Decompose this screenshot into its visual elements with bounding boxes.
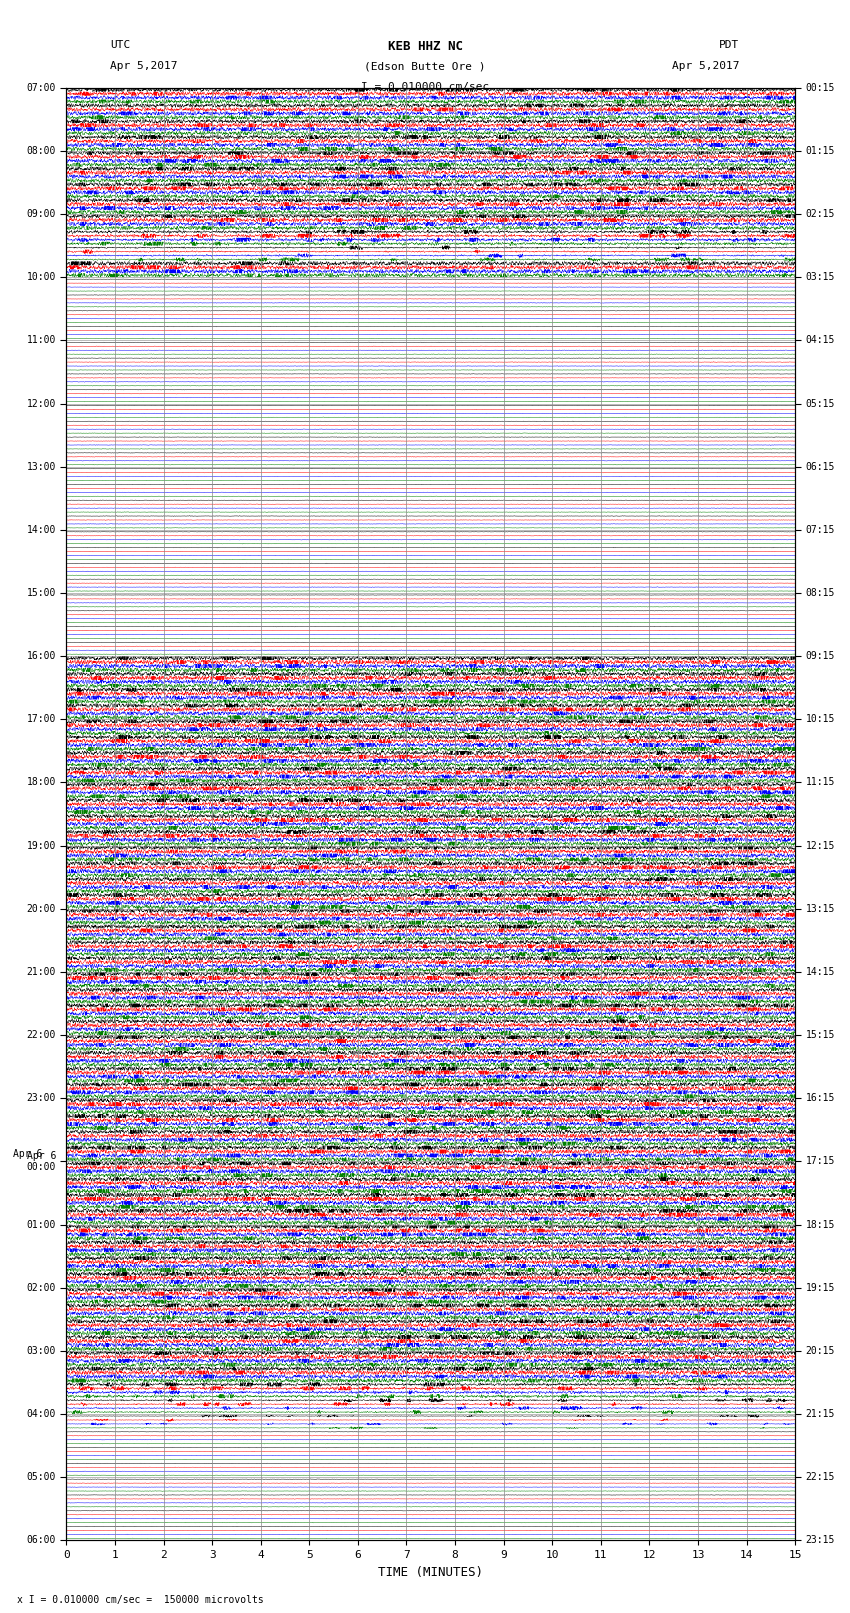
Text: Apr 6: Apr 6 [13, 1148, 42, 1158]
Text: (Edson Butte Ore ): (Edson Butte Ore ) [365, 61, 485, 71]
Text: UTC: UTC [110, 40, 131, 50]
Text: Apr 5,2017: Apr 5,2017 [672, 61, 740, 71]
Text: I = 0.010000 cm/sec: I = 0.010000 cm/sec [361, 82, 489, 92]
X-axis label: TIME (MINUTES): TIME (MINUTES) [378, 1566, 484, 1579]
Text: x I = 0.010000 cm/sec =  150000 microvolts: x I = 0.010000 cm/sec = 150000 microvolt… [17, 1595, 264, 1605]
Text: PDT: PDT [719, 40, 740, 50]
Text: KEB HHZ NC: KEB HHZ NC [388, 40, 462, 53]
Text: Apr 5,2017: Apr 5,2017 [110, 61, 178, 71]
